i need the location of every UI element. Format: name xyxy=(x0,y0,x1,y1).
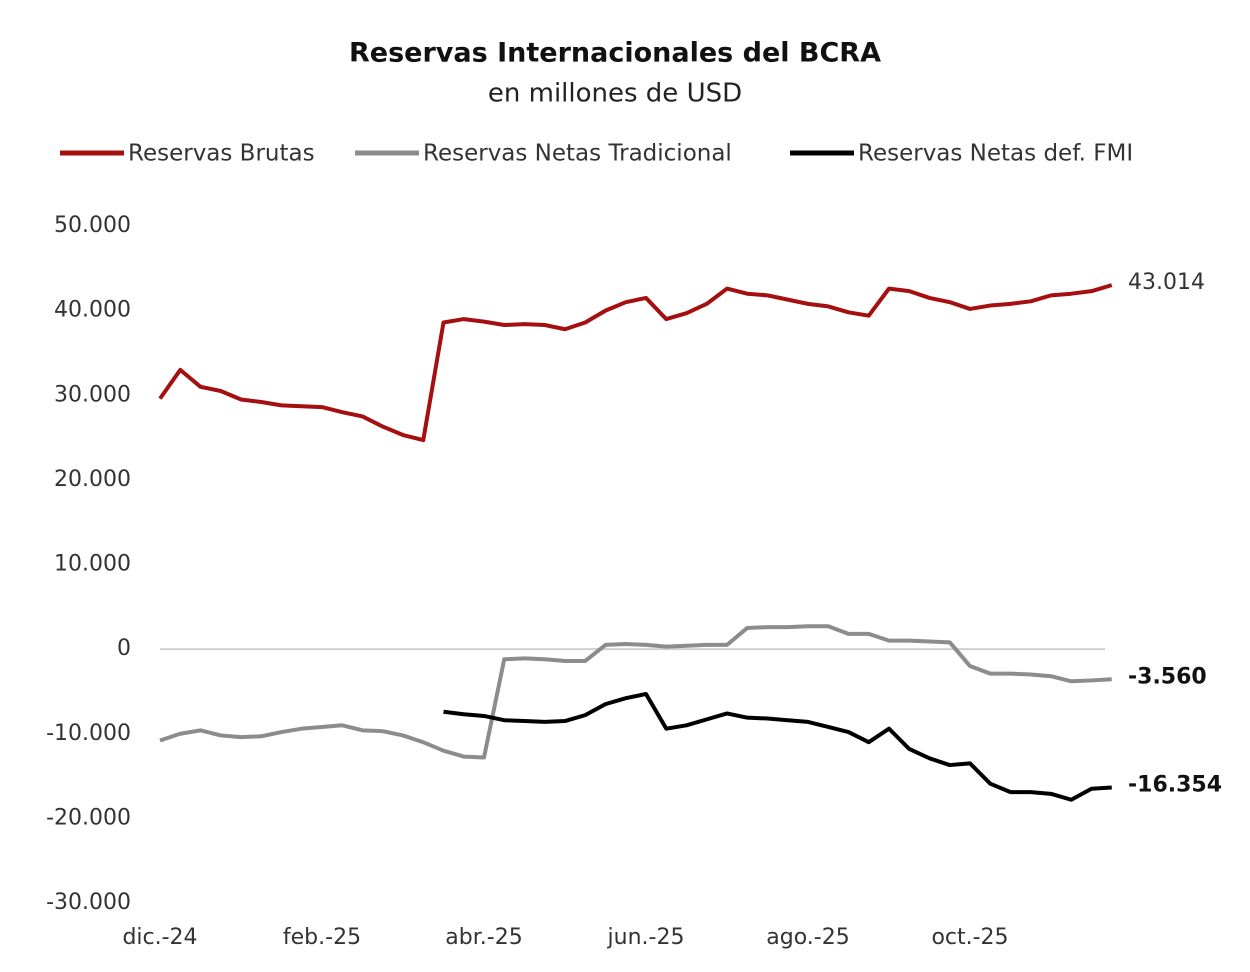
x-tick-label: oct.-25 xyxy=(931,925,1008,950)
end-value-label: -3.560 xyxy=(1128,664,1207,689)
y-tick-label: 30.000 xyxy=(54,382,131,407)
x-tick-label: feb.-25 xyxy=(283,925,361,950)
x-tick-label: abr.-25 xyxy=(445,925,522,950)
legend-label: Reservas Netas def. FMI xyxy=(858,141,1133,167)
y-tick-label: 10.000 xyxy=(54,552,131,577)
legend-label: Reservas Brutas xyxy=(128,141,315,167)
x-tick-label: jun.-25 xyxy=(607,925,685,950)
series-line xyxy=(158,283,1113,443)
y-tick-label: -30.000 xyxy=(46,890,131,915)
y-tick-label: 40.000 xyxy=(54,298,131,323)
chart-subtitle: en millones de USD xyxy=(488,79,742,109)
x-tick-label: dic.-24 xyxy=(122,925,197,950)
y-tick-label: -10.000 xyxy=(46,721,131,746)
end-value-label: -16.354 xyxy=(1128,773,1222,798)
series-line xyxy=(159,624,1112,760)
y-tick-label: 20.000 xyxy=(54,467,131,492)
series-line xyxy=(443,691,1112,802)
y-tick-label: 50.000 xyxy=(54,213,131,238)
x-tick-label: ago.-25 xyxy=(766,925,849,950)
legend-label: Reservas Netas Tradicional xyxy=(423,141,732,167)
y-tick-label: -20.000 xyxy=(46,805,131,830)
chart-title: Reservas Internacionales del BCRA xyxy=(349,38,881,69)
y-tick-label: 0 xyxy=(117,636,131,661)
end-value-label: 43.014 xyxy=(1128,270,1205,295)
